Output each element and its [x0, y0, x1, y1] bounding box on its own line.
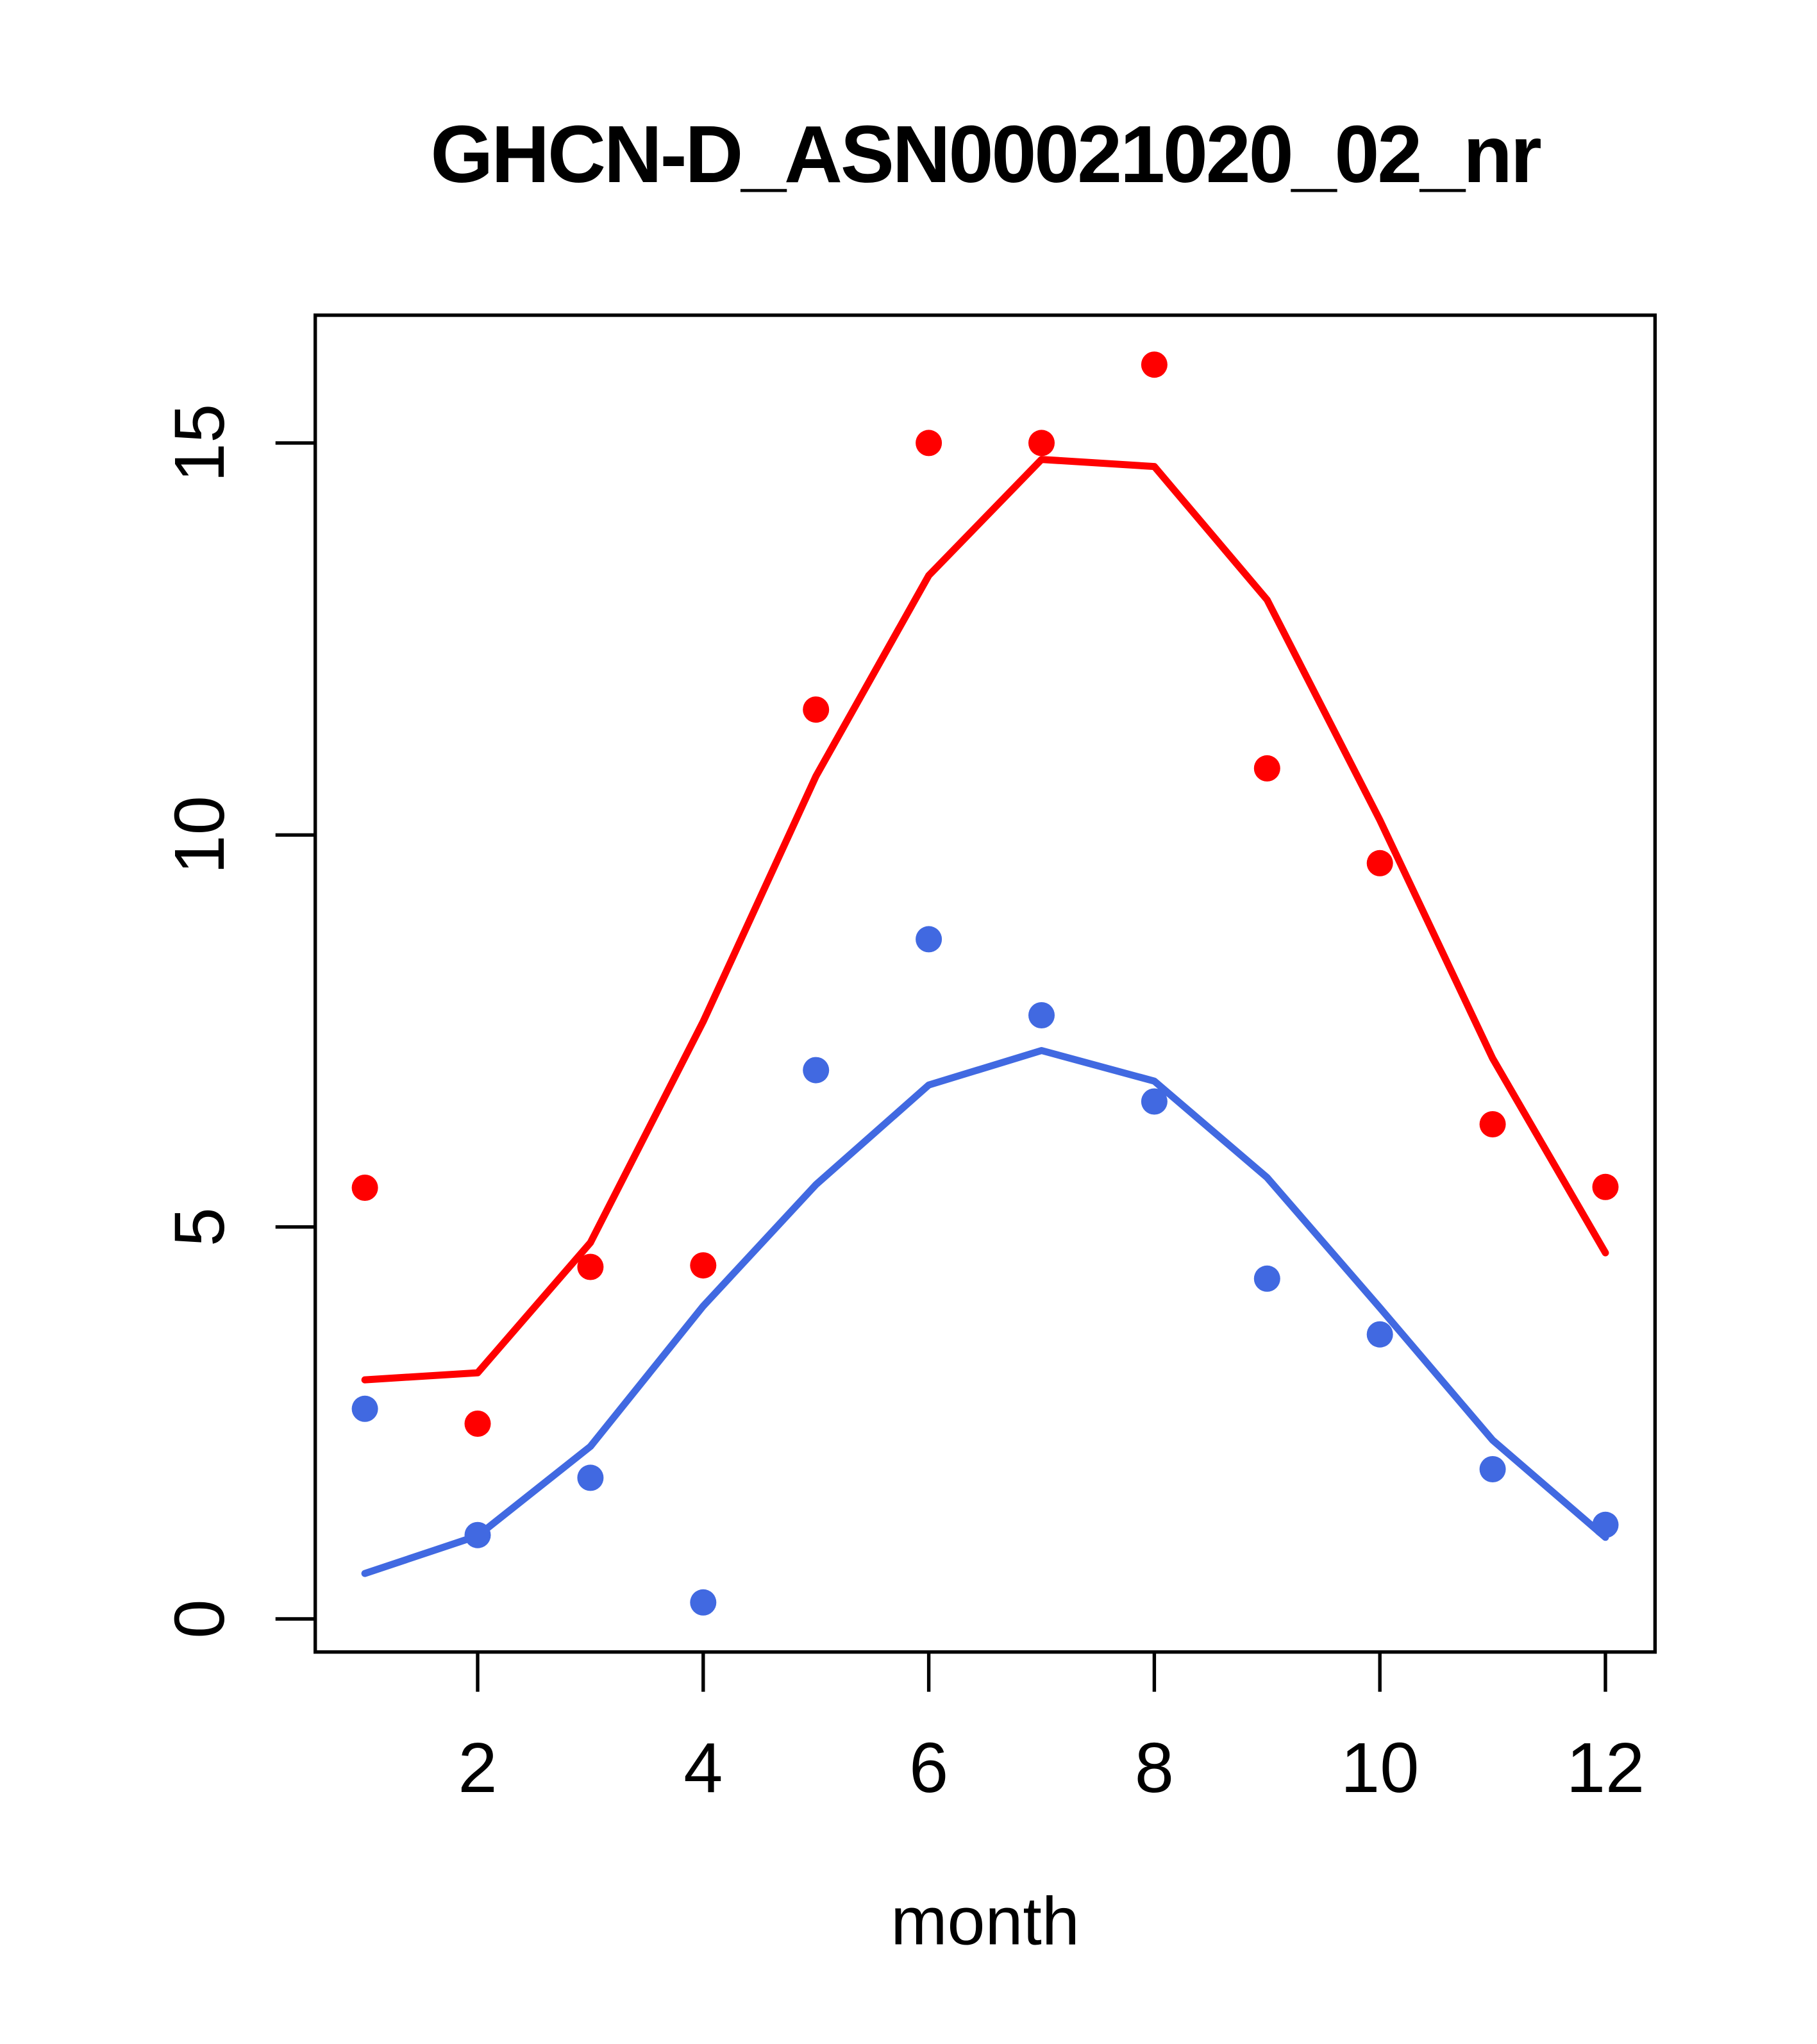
svg-text:10: 10	[160, 796, 239, 874]
svg-text:2: 2	[458, 1729, 497, 1807]
svg-text:15: 15	[160, 404, 239, 482]
svg-text:6: 6	[909, 1729, 948, 1807]
svg-text:5: 5	[160, 1207, 239, 1246]
svg-text:10: 10	[1341, 1729, 1419, 1807]
svg-text:0: 0	[160, 1599, 239, 1638]
svg-text:8: 8	[1135, 1729, 1174, 1807]
svg-text:12: 12	[1566, 1729, 1645, 1807]
svg-text:GHCN-D_ASN00021020_02_nr: GHCN-D_ASN00021020_02_nr	[430, 109, 1541, 199]
svg-text:month: month	[891, 1884, 1080, 1959]
svg-text:4: 4	[683, 1729, 723, 1807]
